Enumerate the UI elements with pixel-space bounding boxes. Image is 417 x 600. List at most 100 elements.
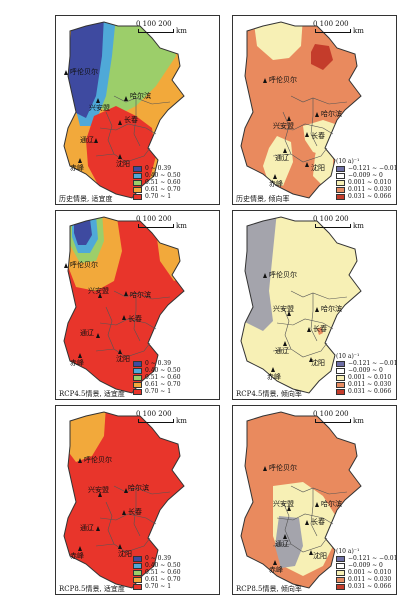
legend-swatch: [336, 556, 345, 562]
legend-label: −0.121 ~ −0.01: [348, 555, 397, 562]
city-marker-icon: [96, 333, 100, 338]
city-label-tongliao: 通辽: [80, 136, 94, 144]
map-panel-rcp45-trend: 0 100 200 km 呼伦贝尔 兴安盟 哈尔滨 长春 通辽 赤峰 沈阳 (1…: [232, 210, 397, 400]
legend-label: 0.40 ~ 0.50: [145, 172, 181, 179]
legend-label: 0.001 ~ 0.010: [348, 374, 392, 381]
city-label-tongliao: 通辽: [275, 154, 289, 162]
legend-swatch: [336, 563, 345, 569]
scale-numbers: 0 100 200: [313, 20, 349, 28]
city-marker-icon: [78, 158, 82, 163]
suitability-map: [63, 216, 185, 394]
map-panel-rcp45-suitability: 0 100 200 km 呼伦贝尔 兴安盟 哈尔滨 长春 通辽 赤峰 沈阳 0 …: [55, 210, 220, 400]
city-marker-icon: [271, 367, 275, 372]
legend-label: −0.009 ~ 0: [348, 172, 383, 179]
city-marker-icon: [307, 327, 311, 332]
scale-numbers: 0 100 200: [136, 215, 172, 223]
city-marker-icon: [309, 550, 313, 555]
city-label-hulunbuir: 呼伦贝尔: [70, 68, 98, 76]
city-marker-icon: [64, 70, 68, 75]
legend-unit: (10 a)⁻¹: [336, 158, 360, 165]
legend-swatch: [133, 180, 142, 186]
city-label-chifeng: 赤峰: [70, 552, 84, 560]
city-label-changchun: 长春: [311, 132, 325, 140]
city-marker-icon: [263, 466, 267, 471]
city-label-harbin: 哈尔滨: [321, 500, 342, 508]
city-label-tongliao: 通辽: [275, 347, 289, 355]
city-label-chifeng: 赤峰: [269, 180, 283, 188]
city-label-changchun: 长春: [124, 116, 138, 124]
scale-line: [138, 29, 174, 33]
city-label-shenyang: 沈阳: [311, 359, 325, 367]
city-marker-icon: [287, 506, 291, 511]
city-marker-icon: [64, 263, 68, 268]
legend-swatch: [133, 382, 142, 388]
city-label-tongliao: 通辽: [275, 540, 289, 548]
city-label-harbin: 哈尔滨: [130, 92, 151, 100]
city-label-chifeng: 赤峰: [269, 566, 283, 574]
city-label-changchun: 长春: [128, 508, 142, 516]
city-marker-icon: [273, 560, 277, 565]
city-label-chifeng: 赤峰: [70, 164, 84, 172]
city-label-hulunbuir: 呼伦贝尔: [269, 76, 297, 84]
legend-label: 0 ~ 0.39: [145, 165, 172, 172]
legend-label: 0 ~ 0.39: [145, 555, 172, 562]
city-marker-icon: [122, 510, 126, 515]
city-marker-icon: [78, 353, 82, 358]
legend-swatch: [133, 187, 142, 193]
legend-label: −0.009 ~ 0: [348, 367, 383, 374]
legend-swatch: [133, 375, 142, 381]
city-marker-icon: [124, 488, 128, 493]
city-marker-icon: [124, 291, 128, 296]
legend-swatch: [336, 187, 345, 193]
city-marker-icon: [124, 96, 128, 101]
legend-swatch: [133, 563, 142, 569]
city-label-hulunbuir: 呼伦贝尔: [269, 271, 297, 279]
map-panel-historical-trend: 0 100 200 km 呼伦贝尔 兴安盟 哈尔滨 长春 通辽 赤峰 沈阳 (1…: [232, 15, 397, 205]
city-label-tongliao: 通辽: [80, 524, 94, 532]
city-marker-icon: [305, 162, 309, 167]
city-marker-icon: [315, 502, 319, 507]
legend-swatch: [336, 368, 345, 374]
legend-label: 0.001 ~ 0.010: [348, 569, 392, 576]
legend-swatch: [133, 389, 142, 395]
legend-swatch: [133, 556, 142, 562]
panel-caption: RCP8.5情景, 倾向率: [236, 585, 302, 593]
city-marker-icon: [283, 534, 287, 539]
city-label-shenyang: 沈阳: [313, 552, 327, 560]
legend-label: 0.011 ~ 0.030: [348, 186, 392, 193]
legend-swatch: [336, 361, 345, 367]
city-label-hulunbuir: 呼伦贝尔: [269, 464, 297, 472]
legend-label: 0.70 ~ 1: [145, 583, 172, 590]
scale-line: [315, 29, 351, 33]
scale-unit: km: [176, 222, 187, 230]
city-label-xinganmeng: 兴安盟: [89, 104, 110, 112]
legend-label: 0.51 ~ 0.60: [145, 179, 181, 186]
legend-unit: (10 a)⁻¹: [336, 353, 360, 360]
suitability-map: [63, 411, 185, 589]
city-marker-icon: [309, 357, 313, 362]
city-marker-icon: [96, 98, 100, 103]
legend-swatch: [336, 382, 345, 388]
legend-swatch: [133, 584, 142, 590]
city-label-xinganmeng: 兴安盟: [88, 287, 109, 295]
city-marker-icon: [118, 544, 122, 549]
legend-swatch: [133, 194, 142, 200]
scale-unit: km: [176, 27, 187, 35]
city-marker-icon: [122, 315, 126, 320]
legend-swatch: [336, 577, 345, 583]
city-marker-icon: [78, 458, 82, 463]
legend-swatch: [133, 173, 142, 179]
legend-swatch: [336, 194, 345, 200]
city-marker-icon: [98, 293, 102, 298]
legend-label: 0.61 ~ 0.70: [145, 381, 181, 388]
scale-unit: km: [353, 417, 364, 425]
city-marker-icon: [96, 526, 100, 531]
panel-caption: 历史情景, 适宜度: [59, 195, 113, 203]
city-marker-icon: [315, 307, 319, 312]
legend-swatch: [133, 166, 142, 172]
city-label-shenyang: 沈阳: [311, 164, 325, 172]
legend-label: −0.121 ~ −0.01: [348, 360, 397, 367]
scale-numbers: 0 100 200: [136, 20, 172, 28]
city-label-changchun: 长春: [128, 315, 142, 323]
city-marker-icon: [305, 520, 309, 525]
